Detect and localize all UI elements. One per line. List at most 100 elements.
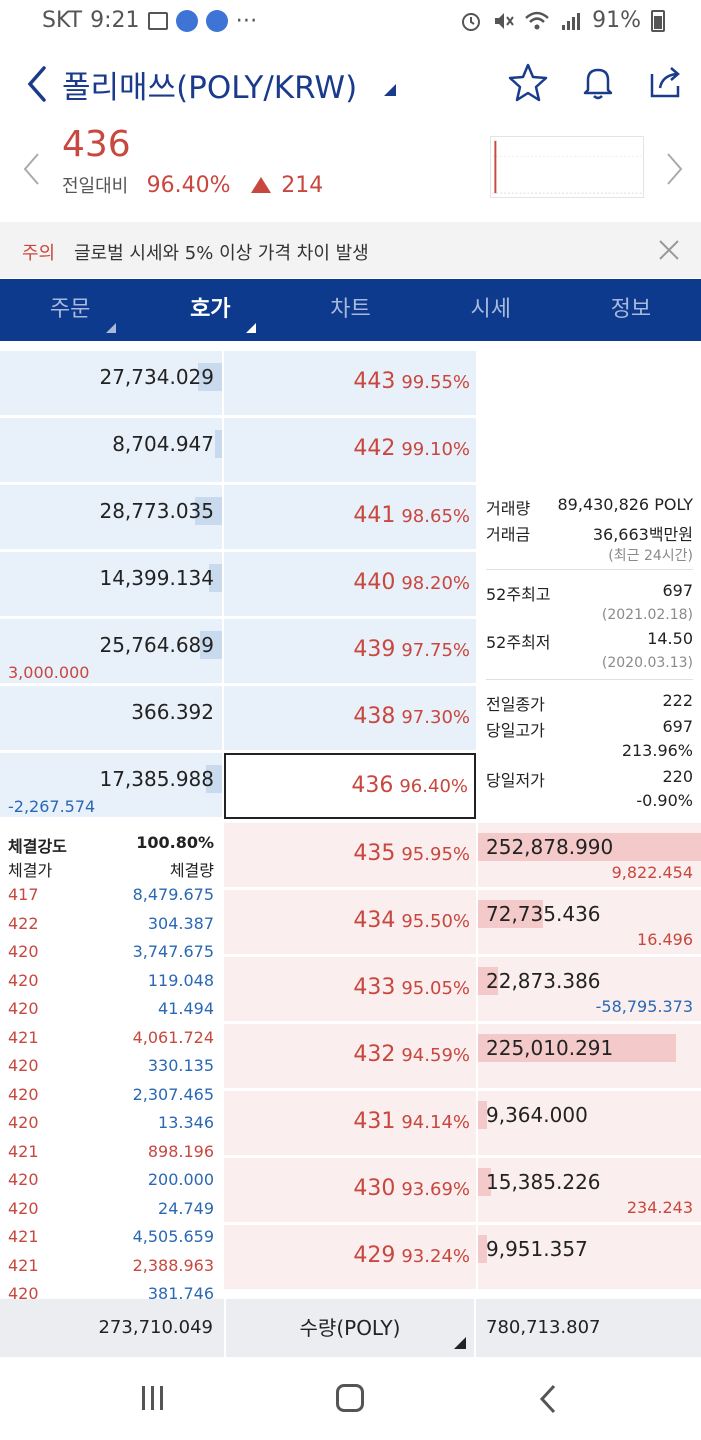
- bid-qty-change: -58,795.373: [595, 997, 693, 1016]
- bid-row[interactable]: 435 95.95% 252,878.990 9,822.454: [0, 823, 701, 889]
- bid-qty-bar: [478, 1168, 491, 1196]
- prev-market-arrow-icon[interactable]: [22, 152, 42, 186]
- bid-row[interactable]: 429 93.24% 9,951.357: [0, 1225, 701, 1291]
- trade-qty: 330.135: [147, 1056, 214, 1075]
- bid-price-group: 429 93.24%: [353, 1243, 470, 1268]
- ask-total: 273,710.049: [98, 1317, 213, 1338]
- ask-qty-cell: 17,385.988 -2,267.574: [0, 753, 222, 819]
- bid-rate: 94.14%: [401, 1112, 470, 1133]
- app-header: 폴리매쓰(POLY/KRW): [0, 52, 701, 114]
- ask-qty-cell: 14,399.134: [0, 552, 222, 618]
- unit-selector[interactable]: 수량(POLY): [224, 1299, 476, 1357]
- ask-row[interactable]: 14,399.134 440 98.20%: [0, 552, 701, 618]
- bid-qty: 9,951.357: [486, 1237, 588, 1261]
- unit-caret-icon[interactable]: [454, 1337, 466, 1349]
- bid-row[interactable]: 431 94.14% 9,364.000: [0, 1091, 701, 1157]
- ask-row-current[interactable]: 17,385.988 -2,267.574 436 96.40%: [0, 753, 701, 819]
- strength-value: 100.80%: [136, 833, 214, 852]
- ask-row[interactable]: 28,773.035 441 98.65%: [0, 485, 701, 551]
- tab-info[interactable]: 정보: [561, 279, 701, 341]
- home-icon[interactable]: [336, 1384, 364, 1412]
- close-icon[interactable]: [657, 238, 681, 262]
- bid-qty-cell: 252,878.990 9,822.454: [478, 823, 701, 889]
- recent-trades[interactable]: 체결강도 100.80% 체결가 체결량 417 8,479.675 422 304.38…: [0, 823, 222, 1299]
- bid-row[interactable]: 432 94.59% 225,010.291: [0, 1024, 701, 1090]
- low52-date: (2020.03.13): [601, 655, 693, 671]
- trade-qty: 3,747.675: [132, 942, 214, 961]
- trade-qty: 13.346: [158, 1113, 214, 1132]
- ask-qty-bar: [200, 631, 222, 659]
- tab-orderbook-caret-icon: [246, 323, 257, 333]
- bid-price: 434: [353, 908, 396, 933]
- ask-price: 436: [351, 773, 394, 798]
- bid-total: 780,713.807: [486, 1317, 601, 1338]
- trade-price: 421: [8, 1255, 39, 1275]
- info-day-low: 당일저가 220: [486, 767, 693, 791]
- ask-row[interactable]: 366.392 438 97.30%: [0, 686, 701, 752]
- day-low-value: 220: [662, 767, 693, 786]
- change-amount: 214: [281, 173, 324, 198]
- bid-qty-cell: 15,385.226 234.243: [478, 1158, 701, 1224]
- trade-qty: 381.746: [147, 1284, 214, 1299]
- trade-qty: 24.749: [158, 1198, 214, 1218]
- ask-row[interactable]: 27,734.029 443 99.55%: [0, 351, 701, 417]
- trade-row: 420 3,747.675: [8, 942, 214, 970]
- bid-price-cell: 435 95.95%: [224, 823, 476, 889]
- next-market-arrow-icon[interactable]: [664, 152, 684, 186]
- market-title[interactable]: 폴리매쓰(POLY/KRW): [62, 70, 358, 106]
- ask-rate: 99.10%: [401, 439, 470, 460]
- trade-row: 421 4,505.659: [8, 1227, 214, 1255]
- bid-qty-bar: [478, 1101, 487, 1129]
- up-triangle-icon: [250, 177, 271, 193]
- system-back-icon[interactable]: [538, 1384, 558, 1414]
- trade-price: 421: [8, 1141, 39, 1161]
- bid-row[interactable]: 430 93.69% 15,385.226 234.243: [0, 1158, 701, 1224]
- tab-orderbook[interactable]: 호가: [140, 279, 280, 341]
- tab-market[interactable]: 시세: [421, 279, 561, 341]
- bid-qty: 9,364.000: [486, 1103, 588, 1127]
- system-nav-bar: [0, 1360, 701, 1440]
- ask-qty-change: -2,267.574: [8, 797, 96, 816]
- gallery-notification-icon: [147, 11, 168, 30]
- trade-row: 420 381.746: [8, 1284, 214, 1299]
- ask-price-cell: 443 99.55%: [224, 351, 476, 417]
- info-prev-close: 전일종가 222: [486, 691, 693, 715]
- low52-value: 14.50: [647, 629, 693, 648]
- bid-qty: 252,878.990: [486, 835, 614, 859]
- tab-order[interactable]: 주문: [0, 279, 140, 341]
- trade-row: 420 2,307.465: [8, 1085, 214, 1113]
- favorite-star-icon[interactable]: [508, 62, 548, 102]
- trade-price: 421: [8, 1227, 39, 1246]
- orderbook-totals: 273,710.049 수량(POLY) 780,713.807: [0, 1299, 701, 1357]
- ask-qty: 366.392: [131, 700, 214, 724]
- ask-price: 439: [353, 637, 396, 662]
- trade-price: 421: [8, 1027, 39, 1047]
- recent-apps-icon[interactable]: [142, 1386, 168, 1412]
- share-icon[interactable]: [646, 62, 686, 102]
- ask-rate: 97.75%: [401, 640, 470, 661]
- back-arrow-icon[interactable]: [22, 64, 52, 104]
- tab-order-label: 주문: [49, 297, 91, 322]
- tab-chart[interactable]: 차트: [280, 279, 420, 341]
- bid-price: 433: [353, 975, 396, 1000]
- trade-qty: 119.048: [147, 970, 214, 990]
- carrier: SKT: [42, 8, 83, 33]
- trade-row: 421 2,388.963: [8, 1256, 214, 1284]
- ask-price-cell: 439 97.75%: [224, 619, 476, 685]
- ask-rate: 98.20%: [401, 573, 470, 594]
- bid-qty-cell: 9,364.000: [478, 1091, 701, 1157]
- bid-qty-bar: [478, 1034, 676, 1062]
- ask-row[interactable]: 8,704.947 442 99.10%: [0, 418, 701, 484]
- change-label: 전일대비: [62, 176, 129, 197]
- ask-row[interactable]: 25,764.689 3,000.000 439 97.75%: [0, 619, 701, 685]
- bid-price-group: 434 95.50%: [353, 908, 470, 933]
- bid-row[interactable]: 433 95.05% 22,873.386 -58,795.373: [0, 957, 701, 1023]
- mini-price-chart[interactable]: [490, 136, 644, 198]
- alert-bell-icon[interactable]: [578, 62, 618, 102]
- bid-row[interactable]: 434 95.50% 72,735.436 16.496: [0, 890, 701, 956]
- trade-qty: 4,505.659: [132, 1227, 214, 1246]
- high52-date: (2021.02.18): [601, 607, 693, 623]
- trades-header: 체결가 체결량: [8, 857, 214, 881]
- market-select-caret-icon[interactable]: [384, 84, 396, 96]
- app-notification-icon: [175, 9, 198, 32]
